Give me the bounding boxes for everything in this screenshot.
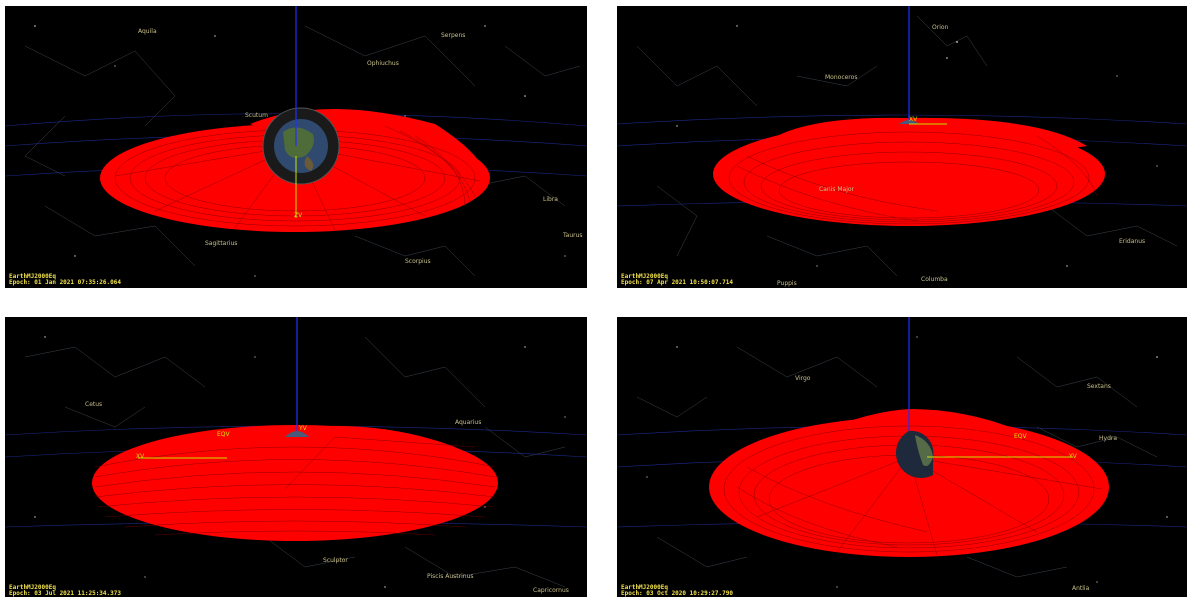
star-field <box>5 6 587 277</box>
epoch-text: Epoch: 03 Jul 2021 11:25:34.373 <box>9 590 121 597</box>
constellation-label: Monoceros <box>825 74 858 81</box>
constellation-label: Serpens <box>441 32 466 39</box>
earth-globe <box>899 120 919 124</box>
axis-label: XV <box>909 116 918 123</box>
earth-globe <box>285 431 309 437</box>
coordinate-frame: EarthMJ2000Eq <box>9 273 56 280</box>
view-caption: EarthMJ2000Eq Epoch: 01 Jan 2021 07:35:2… <box>9 274 121 286</box>
epoch-text: Epoch: 01 Jan 2021 07:35:26.064 <box>9 279 121 286</box>
constellation-label: Cetus <box>85 401 103 408</box>
orbit-surface <box>713 117 1105 226</box>
star-field <box>617 6 1187 277</box>
constellation-label: Canis Major <box>819 186 855 193</box>
orbit-view-panel-3[interactable]: Cetus Aquarius Sculptor Piscis Austrinus… <box>5 317 587 597</box>
earth-globe <box>895 430 934 479</box>
axis-label: YV <box>1069 453 1077 460</box>
axis-label: EQV <box>1014 433 1027 440</box>
constellation-label: Aquarius <box>455 419 482 426</box>
constellation-label: Hydra <box>1099 435 1118 442</box>
coordinate-frame: EarthMJ2000Eq <box>621 584 668 591</box>
orbit-view-panel-1[interactable]: Aquila Serpens Ophiuchus Scutum Libra Sa… <box>5 6 587 288</box>
constellation-label: Virgo <box>795 375 811 382</box>
constellation-label: Scutum <box>245 112 268 119</box>
constellation-label: Piscis Austrinus <box>427 573 474 580</box>
constellation-label: Libra <box>543 196 558 203</box>
constellation-label: Sculptor <box>323 557 348 564</box>
orbit-surface <box>92 425 498 541</box>
constellation-label: Taurus <box>563 232 583 239</box>
constellation-label: Columba <box>921 276 948 283</box>
constellation-label: Orion <box>932 24 949 31</box>
coordinate-frame: EarthMJ2000Eq <box>9 584 56 591</box>
constellation-label: Sagittarius <box>205 240 238 247</box>
axis-label: ZV <box>294 212 303 219</box>
axis-label: XV <box>136 453 145 460</box>
star-field <box>617 317 1187 588</box>
constellation-label: Puppis <box>777 280 797 287</box>
star-field <box>5 317 587 588</box>
constellation-label: Sextans <box>1087 383 1111 390</box>
constellation-label: Aquila <box>138 28 157 35</box>
epoch-text: Epoch: 03 Oct 2020 10:29:27.790 <box>621 590 733 597</box>
constellation-label: Scorpius <box>405 258 431 265</box>
earth-globe <box>262 107 340 185</box>
constellation-label: Ophiuchus <box>367 60 399 67</box>
axis-label: YV <box>299 425 307 432</box>
orbit-view-panel-2[interactable]: Orion Monoceros Canis Major Eridanus Pup… <box>617 6 1187 288</box>
constellation-label: Antlia <box>1072 585 1090 592</box>
constellation-label: Capricornus <box>533 587 569 594</box>
epoch-text: Epoch: 07 Apr 2021 10:50:07.714 <box>621 279 733 286</box>
coordinate-frame: EarthMJ2000Eq <box>621 273 668 280</box>
orbit-view-panel-4[interactable]: Virgo Sextans Hydra Antlia EQV YV EarthM… <box>617 317 1187 597</box>
view-caption: EarthMJ2000Eq Epoch: 03 Jul 2021 11:25:3… <box>9 585 121 597</box>
view-caption: EarthMJ2000Eq Epoch: 07 Apr 2021 10:50:0… <box>621 274 733 286</box>
axis-label: EQV <box>217 431 230 438</box>
constellation-label: Eridanus <box>1119 238 1146 245</box>
view-caption: EarthMJ2000Eq Epoch: 03 Oct 2020 10:29:2… <box>621 585 733 597</box>
